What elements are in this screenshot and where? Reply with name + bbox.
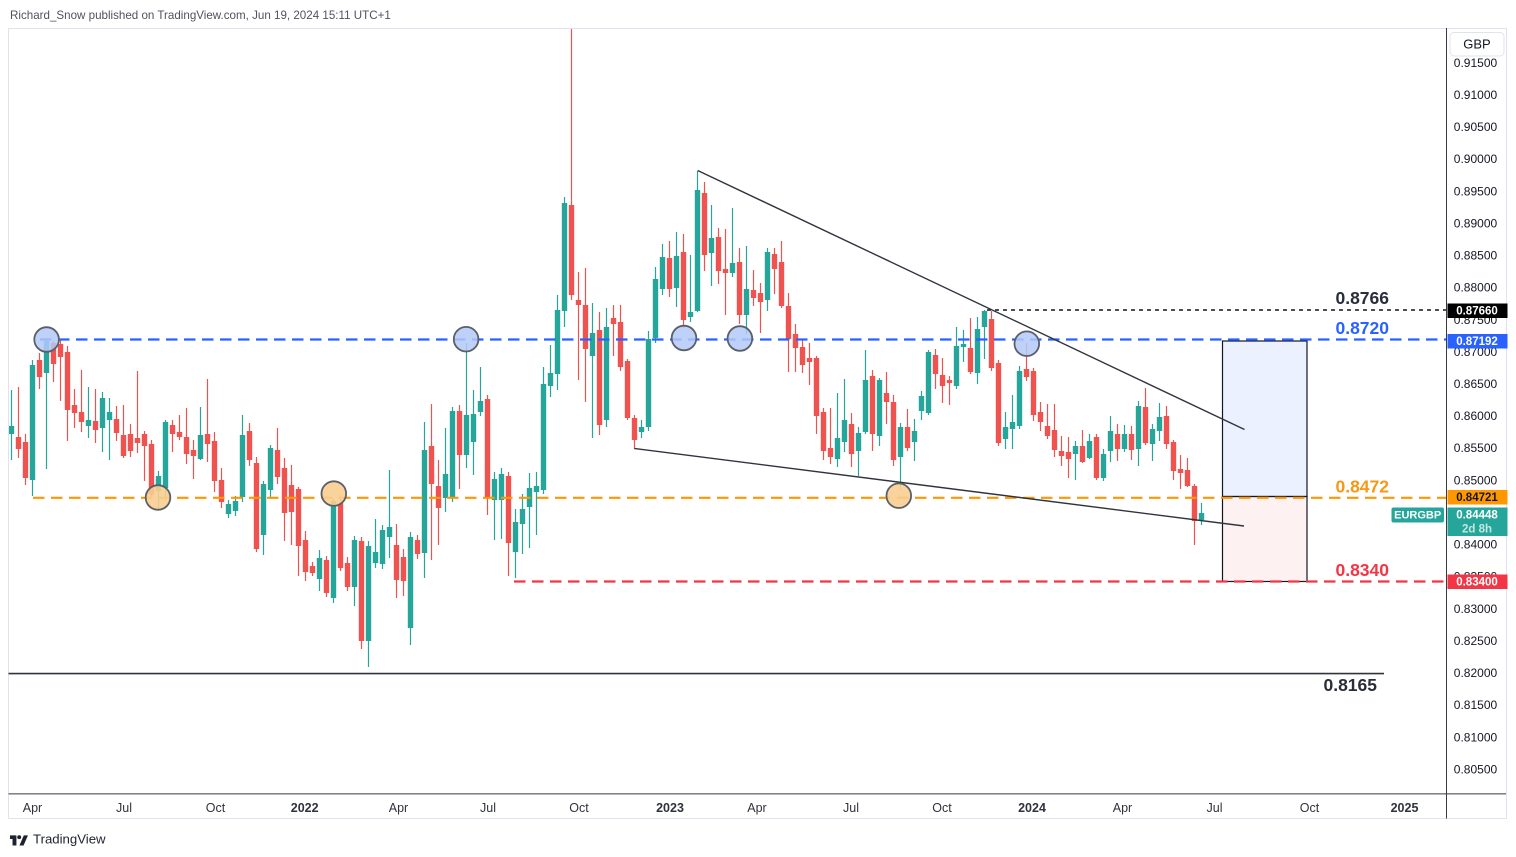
svg-text:0.8472: 0.8472 xyxy=(1335,477,1389,497)
svg-text:0.90500: 0.90500 xyxy=(1454,120,1498,134)
svg-text:0.8720: 0.8720 xyxy=(1335,318,1389,338)
svg-text:0.85000: 0.85000 xyxy=(1454,473,1498,487)
svg-text:GBP: GBP xyxy=(1463,37,1490,52)
svg-text:0.89500: 0.89500 xyxy=(1454,184,1498,198)
svg-text:0.8165: 0.8165 xyxy=(1323,675,1377,695)
svg-text:0.82500: 0.82500 xyxy=(1454,634,1498,648)
svg-text:0.88000: 0.88000 xyxy=(1454,281,1498,295)
svg-text:TradingView: TradingView xyxy=(33,832,106,847)
svg-text:0.81000: 0.81000 xyxy=(1454,730,1498,744)
svg-text:0.82000: 0.82000 xyxy=(1454,666,1498,680)
svg-text:0.8340: 0.8340 xyxy=(1335,560,1389,580)
svg-text:0.90000: 0.90000 xyxy=(1454,152,1498,166)
svg-text:Oct: Oct xyxy=(569,801,589,815)
svg-text:Jul: Jul xyxy=(480,801,496,815)
svg-text:0.86500: 0.86500 xyxy=(1454,377,1498,391)
svg-text:Jul: Jul xyxy=(116,801,132,815)
svg-text:0.87660: 0.87660 xyxy=(1456,306,1498,318)
svg-text:0.84000: 0.84000 xyxy=(1454,538,1498,552)
svg-text:0.83000: 0.83000 xyxy=(1454,602,1498,616)
svg-text:Apr: Apr xyxy=(389,801,408,815)
svg-text:0.84448: 0.84448 xyxy=(1456,510,1498,522)
svg-text:Apr: Apr xyxy=(1113,801,1132,815)
svg-text:Jul: Jul xyxy=(1207,801,1223,815)
svg-text:0.80500: 0.80500 xyxy=(1454,762,1498,776)
svg-text:0.84721: 0.84721 xyxy=(1456,492,1498,504)
svg-text:0.91000: 0.91000 xyxy=(1454,88,1498,102)
svg-text:0.86000: 0.86000 xyxy=(1454,409,1498,423)
svg-text:0.81500: 0.81500 xyxy=(1454,698,1498,712)
svg-text:2025: 2025 xyxy=(1391,801,1419,815)
svg-text:0.83400: 0.83400 xyxy=(1456,577,1498,589)
svg-text:2023: 2023 xyxy=(656,801,684,815)
svg-text:Jul: Jul xyxy=(843,801,859,815)
svg-text:2024: 2024 xyxy=(1018,801,1046,815)
svg-text:Richard_Snow published on Trad: Richard_Snow published on TradingView.co… xyxy=(10,9,391,22)
svg-text:0.89000: 0.89000 xyxy=(1454,216,1498,230)
svg-text:0.8766: 0.8766 xyxy=(1335,288,1389,308)
svg-text:Oct: Oct xyxy=(206,801,226,815)
svg-text:0.91500: 0.91500 xyxy=(1454,56,1498,70)
svg-text:Oct: Oct xyxy=(932,801,952,815)
svg-text:EURGBP: EURGBP xyxy=(1394,510,1441,522)
svg-text:Apr: Apr xyxy=(23,801,42,815)
svg-text:2d 8h: 2d 8h xyxy=(1462,524,1492,536)
svg-text:0.85500: 0.85500 xyxy=(1454,441,1498,455)
svg-text:0.88500: 0.88500 xyxy=(1454,249,1498,263)
svg-text:2022: 2022 xyxy=(291,801,319,815)
svg-text:0.87192: 0.87192 xyxy=(1456,336,1498,348)
svg-text:Oct: Oct xyxy=(1300,801,1320,815)
svg-text:Apr: Apr xyxy=(747,801,766,815)
